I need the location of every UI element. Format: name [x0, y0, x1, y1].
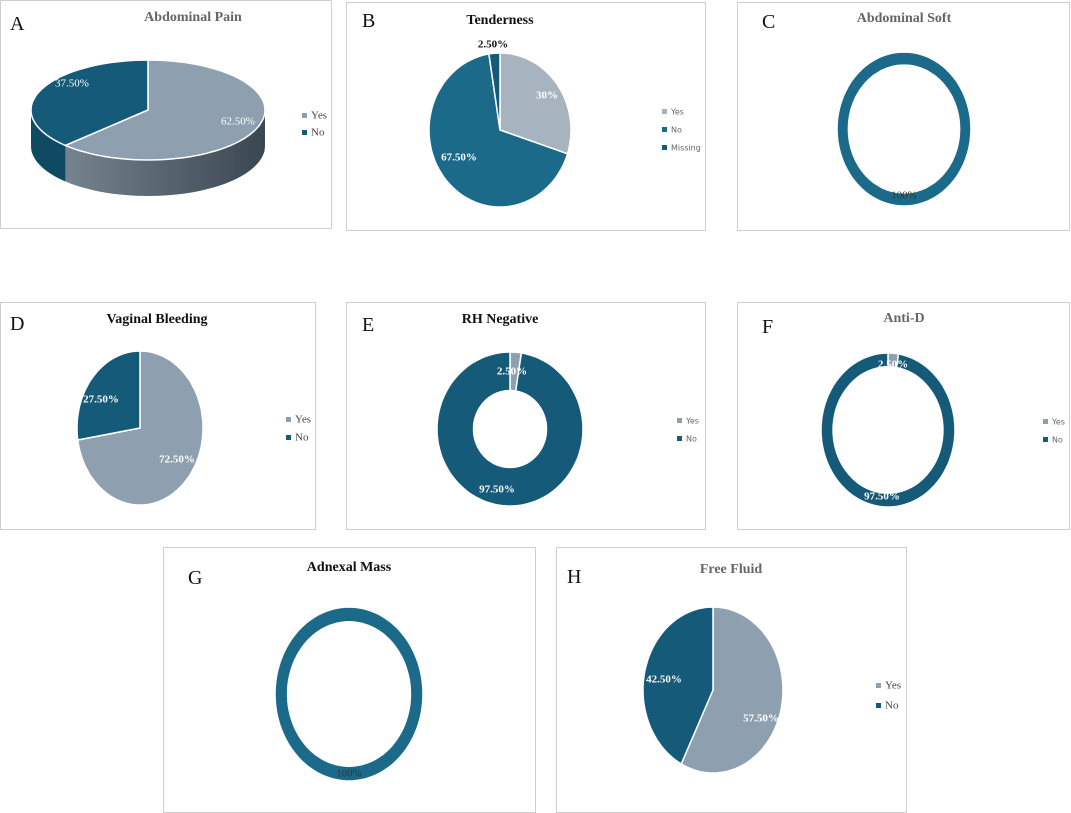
legend-item-no: No [686, 435, 697, 444]
data-label-yes: 72.50% [159, 454, 195, 466]
panel-letter: H [567, 566, 581, 588]
data-label-no: 97.50% [864, 491, 900, 503]
panel-letter: G [188, 567, 202, 589]
pie-side-yes [31, 110, 265, 196]
chart-panel-g: G Adnexal Mass 100% [163, 547, 536, 813]
legend-swatch [677, 436, 682, 441]
legend-item-yes: Yes [295, 414, 311, 426]
legend-swatch [1043, 437, 1048, 442]
chart-title: Tenderness [466, 13, 534, 28]
data-label-yes: 2.50% [497, 366, 527, 378]
slice-no [436, 351, 584, 507]
chart-title: Abdominal Soft [857, 11, 952, 26]
legend-swatch [302, 113, 307, 118]
legend-swatch [662, 145, 667, 150]
legend-swatch [677, 418, 682, 423]
data-label-no: 27.50% [83, 394, 119, 406]
slice-yes [63, 59, 266, 161]
data-label-yes: 2.50% [878, 359, 908, 371]
slice-yes [680, 606, 784, 774]
chart-panel-a: A Abdominal Pain 62.50% 37.50% Yes No [0, 0, 332, 229]
legend-item-yes: Yes [885, 680, 901, 692]
legend-item-no: No [311, 127, 325, 139]
chart-title: Abdominal Pain [144, 10, 242, 25]
panel-letter: E [362, 314, 374, 336]
chart-title: RH Negative [462, 312, 539, 327]
chart-title: Adnexal Mass [307, 560, 392, 575]
legend-swatch [662, 127, 667, 132]
legend-swatch [1043, 419, 1048, 424]
slice-no [30, 59, 149, 147]
data-label-no: 100% [336, 768, 362, 780]
panel-letter: D [10, 313, 24, 335]
legend-swatch [876, 683, 881, 688]
data-label-no: 67.50% [441, 152, 477, 164]
panel-letter: F [762, 316, 773, 338]
legend-item-yes: Yes [685, 417, 699, 426]
chart-panel-c: C Abdominal Soft 100% [737, 2, 1070, 231]
panel-letter: C [762, 11, 775, 33]
data-label-yes: 62.50% [221, 116, 255, 128]
chart-panel-e: E RH Negative 2.50% 97.50% Yes No [346, 302, 706, 530]
legend-item-missing: Missing [671, 144, 701, 153]
pie-side-no [31, 110, 66, 182]
slice-no [76, 350, 141, 441]
legend-item-no: No [1052, 436, 1063, 445]
data-label-yes: 30% [536, 90, 558, 102]
legend-swatch [286, 435, 291, 440]
legend-swatch [662, 109, 667, 114]
legend-swatch [286, 417, 291, 422]
chart-title: Anti-D [883, 311, 924, 326]
chart-title: Free Fluid [700, 562, 763, 577]
chart-panel-h: H Free Fluid 57.50% 42.50% Yes No [556, 547, 907, 813]
data-label-yes: 57.50% [743, 713, 779, 725]
legend-item-no: No [295, 432, 309, 444]
data-label-no: 97.50% [479, 484, 515, 496]
slice-missing [488, 52, 501, 131]
slice-no [836, 51, 972, 207]
data-label-no: 42.50% [646, 674, 682, 686]
slice-yes [499, 52, 572, 155]
legend-item-no: No [885, 700, 899, 712]
chart-title: Vaginal Bleeding [106, 312, 207, 327]
panel-letter: B [362, 10, 375, 32]
legend-swatch [876, 703, 881, 708]
data-label-no: 100% [891, 190, 917, 202]
chart-panel-f: F Anti-D 2.50% 97.50% Yes No [737, 302, 1070, 530]
chart-panel-b: B Tenderness 30% 67.50% 2.50% Yes No Missing [346, 2, 706, 231]
slice-no [428, 52, 569, 208]
slice-no [820, 352, 956, 508]
slice-no [642, 606, 714, 766]
legend-swatch [302, 130, 307, 135]
panel-letter: A [10, 13, 25, 35]
legend-item-yes: Yes [1051, 418, 1065, 427]
legend-item-no: No [671, 126, 682, 135]
legend-item-yes: Yes [670, 108, 684, 117]
data-label-no: 37.50% [55, 78, 89, 90]
chart-panel-d: D Vaginal Bleeding 72.50% 27.50% Yes No [0, 302, 316, 530]
slice-no [274, 606, 424, 782]
data-label-missing: 2.50% [478, 39, 508, 51]
legend-item-yes: Yes [311, 110, 327, 122]
